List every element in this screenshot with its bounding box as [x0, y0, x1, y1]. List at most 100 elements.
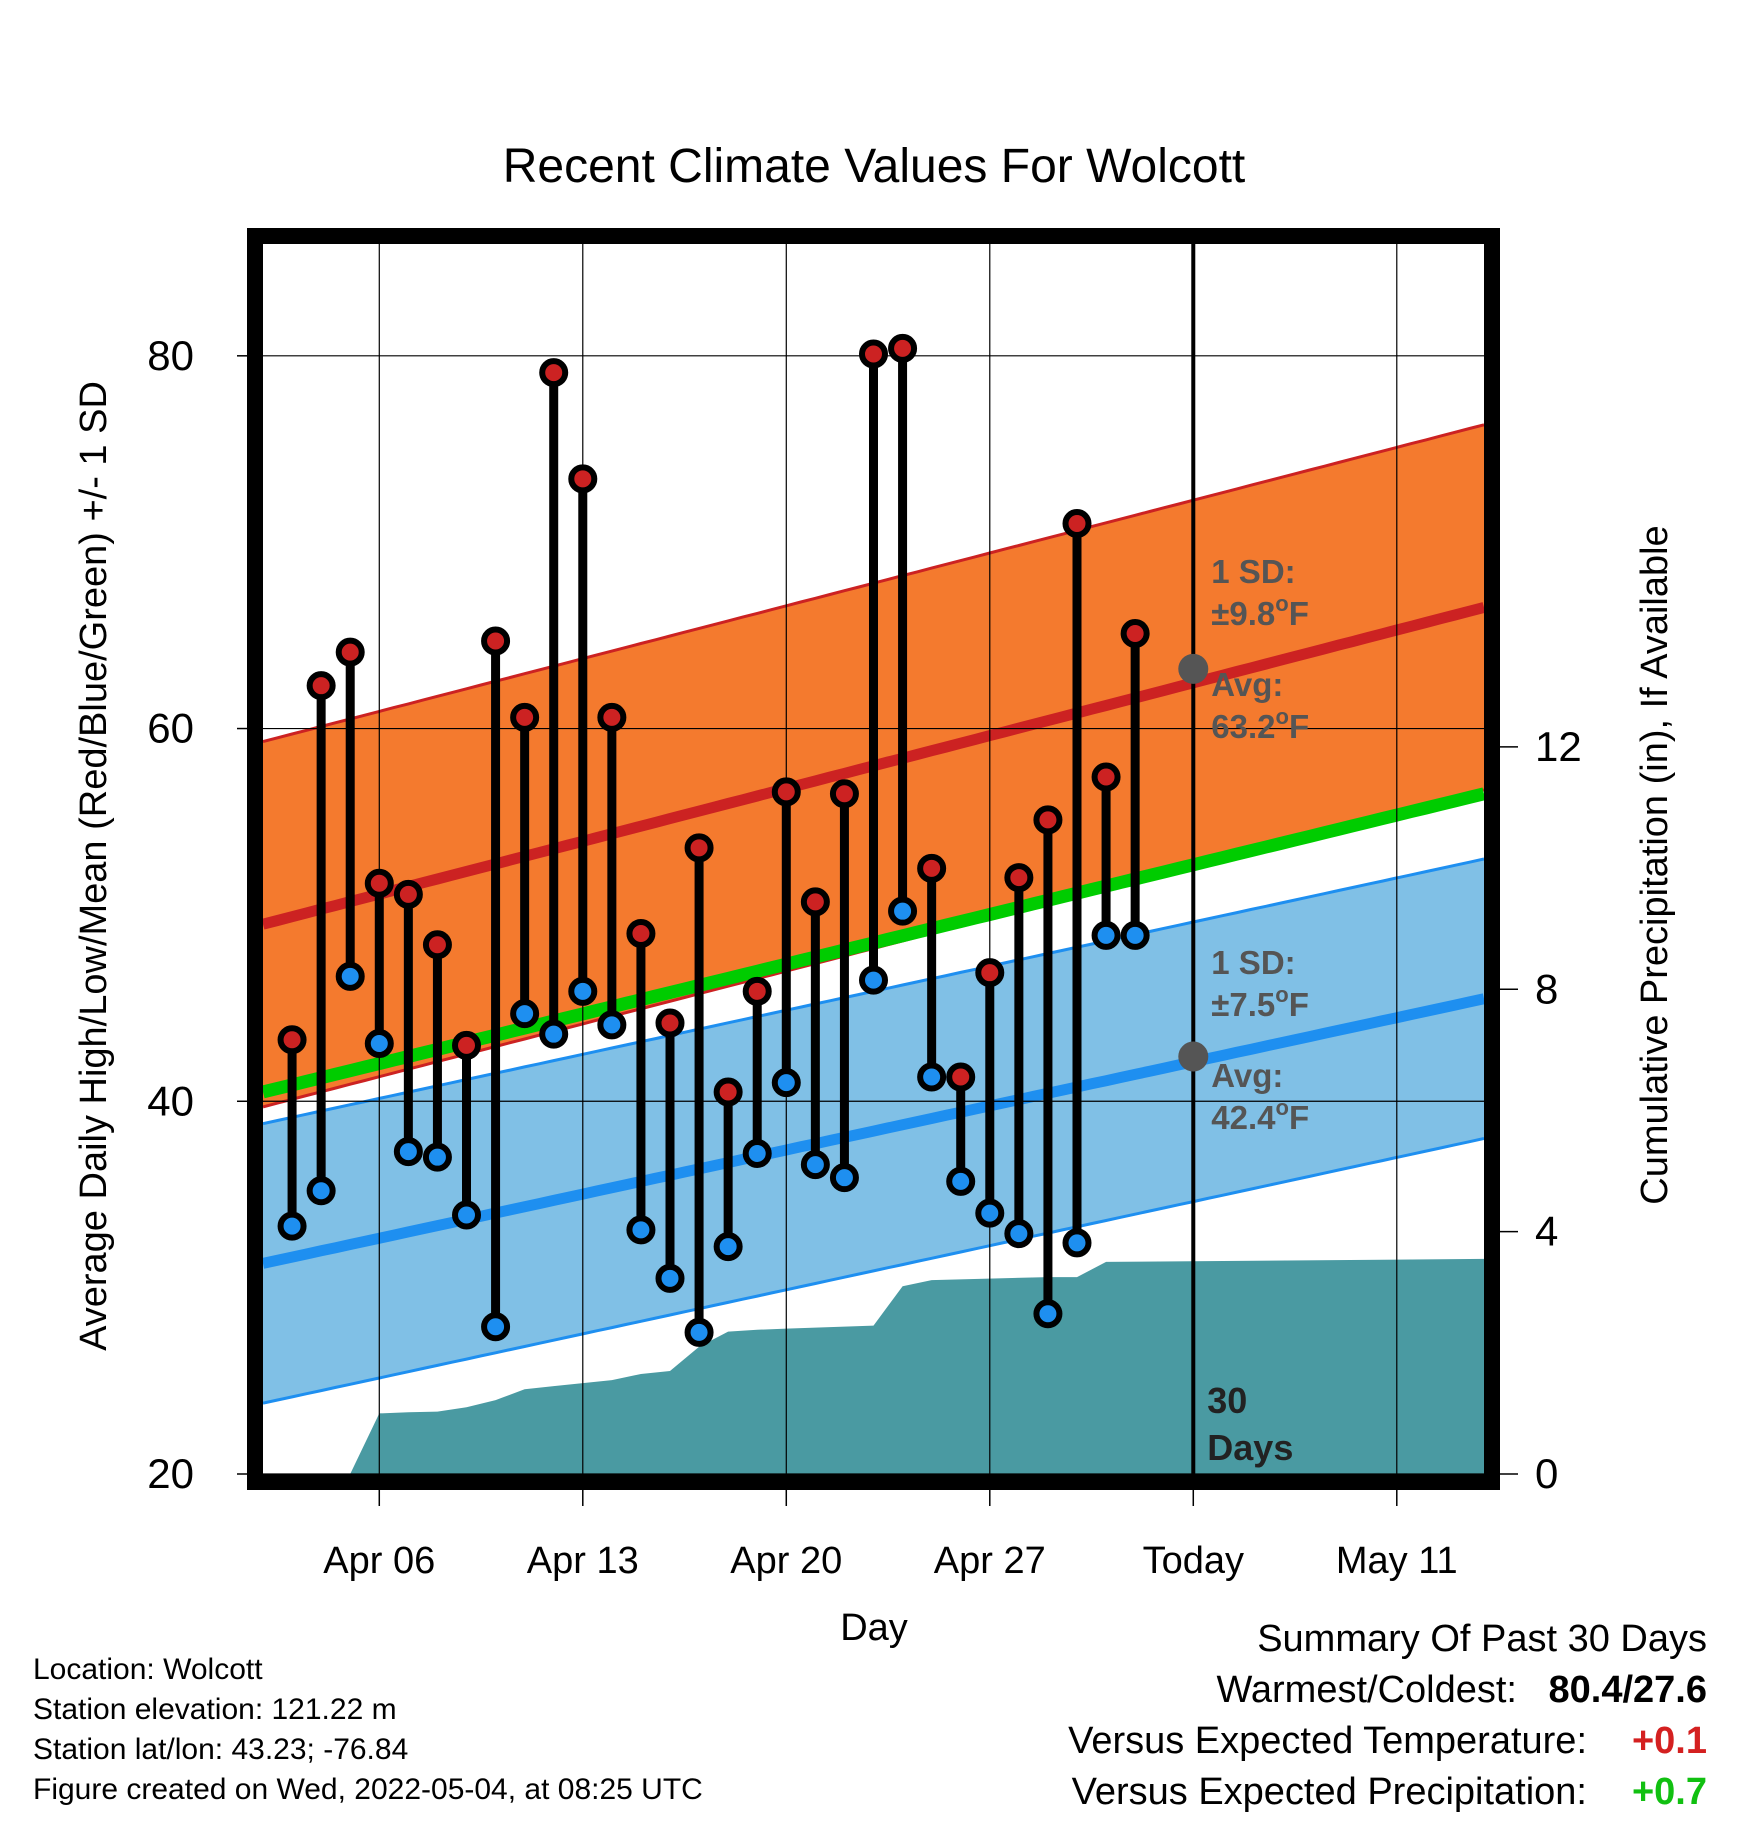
- daily-low-point: [335, 961, 365, 991]
- daily-low-point: [655, 1263, 685, 1293]
- y2-tick-label: 12: [1535, 723, 1582, 770]
- summary-temp-row: Versus Expected Temperature: +0.1: [1068, 1716, 1707, 1767]
- daily-high-point: [1004, 863, 1034, 893]
- daily-high-point: [452, 1030, 481, 1060]
- warmest-value: 80.4/27.6: [1548, 1669, 1707, 1711]
- daily-low-point: [859, 965, 888, 995]
- summary-precip-row: Versus Expected Precipitation: +0.7: [1068, 1767, 1707, 1818]
- location-text: Location: Wolcott: [33, 1653, 263, 1686]
- daily-high-point: [393, 879, 423, 909]
- daily-high-point: [917, 853, 947, 883]
- daily-low-point: [452, 1200, 481, 1230]
- chart-title: Recent Climate Values For Wolcott: [503, 140, 1246, 193]
- daily-high-point: [1091, 762, 1121, 792]
- x-tick-label: May 11: [1336, 1540, 1458, 1582]
- daily-low-point: [1120, 920, 1150, 950]
- x-tick-label: Today: [1143, 1540, 1244, 1582]
- daily-high-point: [771, 777, 801, 807]
- daily-high-point: [422, 930, 452, 960]
- daily-low-point: [1033, 1299, 1063, 1329]
- y2-tick-label: 4: [1535, 1208, 1558, 1255]
- y2-axis-title: Cumulative Precipitation (in), If Availa…: [1634, 525, 1676, 1204]
- low-today-marker: [1178, 1041, 1209, 1072]
- daily-low-point: [917, 1062, 947, 1092]
- daily-low-point: [1004, 1219, 1034, 1249]
- daily-low-point: [393, 1137, 423, 1167]
- daily-high-point: [655, 1008, 685, 1038]
- daily-high-point: [277, 1025, 307, 1055]
- low-avg-value: 42.4oF: [1211, 1095, 1309, 1136]
- daily-high-point: [800, 887, 830, 917]
- latlon-text: Station lat/lon: 43.23; -76.84: [33, 1733, 409, 1766]
- daily-low-point: [568, 976, 598, 1006]
- daily-high-point: [597, 702, 627, 732]
- high-sd-label: 1 SD:: [1211, 553, 1295, 590]
- daily-low-point: [742, 1138, 772, 1168]
- y-tick-label: 80: [147, 332, 194, 379]
- high-today-marker: [1178, 653, 1209, 684]
- daily-low-point: [771, 1068, 801, 1098]
- daily-low-point: [364, 1029, 394, 1058]
- x-tick-label: Apr 06: [323, 1540, 435, 1582]
- x-tick-label: Apr 20: [730, 1540, 842, 1582]
- daily-high-point: [946, 1062, 976, 1092]
- y2-tick-label: 0: [1535, 1450, 1558, 1497]
- warmest-label: Warmest/Coldest:: [1216, 1669, 1517, 1711]
- daily-high-point: [829, 779, 859, 809]
- daily-high-point: [626, 919, 656, 949]
- daily-high-point: [481, 626, 511, 656]
- low-sd-lower-line: [263, 1137, 1484, 1405]
- daily-high-point: [306, 671, 336, 701]
- daily-high-point: [364, 868, 394, 898]
- daily-high-point: [888, 333, 918, 363]
- x-tick-label: Apr 13: [527, 1540, 639, 1582]
- daily-high-point: [859, 339, 888, 369]
- daily-low-point: [597, 1010, 627, 1040]
- daily-low-point: [1091, 920, 1121, 950]
- days-number-label: 30: [1207, 1380, 1247, 1421]
- daily-high-point: [335, 637, 365, 667]
- plot-frame: [247, 228, 1500, 1490]
- daily-high-point: [510, 702, 540, 732]
- y-tick-label: 40: [147, 1077, 194, 1124]
- days-word-label: Days: [1207, 1427, 1293, 1468]
- y2-tick-label: 8: [1535, 965, 1558, 1012]
- high-avg-label: Avg:: [1211, 666, 1283, 703]
- daily-high-point: [1120, 619, 1150, 648]
- daily-low-point: [946, 1166, 976, 1196]
- high-sd-value: ±9.8oF: [1211, 591, 1309, 632]
- temp-value: +0.1: [1631, 1720, 1707, 1762]
- summary-panel: Summary Of Past 30 Days Warmest/Coldest:…: [1068, 1614, 1707, 1818]
- low-sd-label: 1 SD:: [1211, 944, 1295, 981]
- daily-low-point: [539, 1019, 569, 1049]
- summary-title: Summary Of Past 30 Days: [1257, 1618, 1707, 1660]
- daily-low-point: [422, 1142, 452, 1172]
- summary-warmest-row: Warmest/Coldest: 80.4/27.6: [1068, 1665, 1707, 1716]
- daily-high-point: [1062, 509, 1092, 539]
- daily-low-point: [1062, 1228, 1092, 1258]
- x-tick-label: Apr 27: [934, 1540, 1046, 1582]
- daily-low-point: [975, 1198, 1005, 1228]
- daily-high-point: [1033, 805, 1063, 835]
- daily-low-point: [888, 896, 918, 926]
- daily-high-point: [684, 833, 714, 863]
- daily-high-point: [539, 358, 569, 388]
- temp-label: Versus Expected Temperature:: [1068, 1720, 1587, 1762]
- precip-value: +0.7: [1631, 1771, 1707, 1813]
- daily-low-point: [800, 1150, 830, 1180]
- y-tick-label: 60: [147, 705, 194, 752]
- daily-high-point: [568, 464, 598, 494]
- daily-high-point: [975, 958, 1005, 988]
- created-text: Figure created on Wed, 2022-05-04, at 08…: [33, 1773, 703, 1806]
- daily-low-point: [829, 1163, 859, 1193]
- y-tick-label: 20: [147, 1450, 194, 1497]
- x-axis-title: Day: [840, 1607, 908, 1649]
- daily-high-point: [742, 976, 772, 1006]
- low-sd-value: ±7.5oF: [1211, 982, 1309, 1023]
- precip-label: Versus Expected Precipitation:: [1071, 1771, 1587, 1813]
- precipitation-area: [350, 1258, 1484, 1474]
- daily-low-point: [510, 999, 540, 1029]
- daily-low-point: [306, 1176, 336, 1206]
- daily-high-point: [713, 1077, 743, 1107]
